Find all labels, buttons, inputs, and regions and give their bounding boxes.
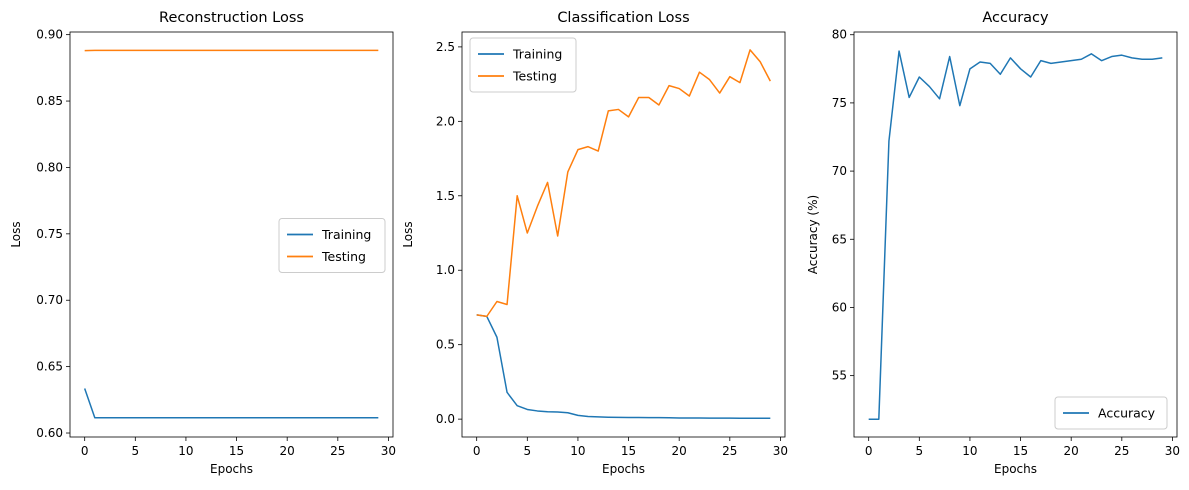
x-tick-label: 30 xyxy=(1165,444,1180,458)
legend: Accuracy xyxy=(1054,396,1168,430)
axes-frame xyxy=(853,31,1178,438)
x-tick-label: 15 xyxy=(229,444,244,458)
series-line-training xyxy=(476,314,771,419)
axes-frame xyxy=(461,31,786,438)
y-tick-label: 0.0 xyxy=(436,412,455,426)
series-line-testing xyxy=(476,49,771,318)
axes-frame xyxy=(69,31,394,438)
y-tick-label: 70 xyxy=(832,164,847,178)
x-tick-label: 10 xyxy=(178,444,193,458)
x-tick-label: 10 xyxy=(962,444,977,458)
chart-0: Reconstruction Loss 0 5 10 15 20 25 30 0.60 0.65 0… xyxy=(9,10,396,476)
x-tick-label: 10 xyxy=(570,444,585,458)
y-tick-label: 0.65 xyxy=(36,360,63,374)
y-tick-label: 80 xyxy=(832,28,847,42)
series-line-training xyxy=(83,388,379,419)
x-axis-label: Epochs xyxy=(994,462,1037,476)
y-axis-label: Accuracy (%) xyxy=(806,195,820,274)
y-tick-label: 60 xyxy=(832,300,847,314)
x-tick-label: 5 xyxy=(523,444,531,458)
x-tick-label: 20 xyxy=(1064,444,1079,458)
x-tick-label: 25 xyxy=(1114,444,1129,458)
chart-title: Classification Loss xyxy=(557,10,689,26)
legend-entry-testing: Testing xyxy=(512,69,557,84)
x-tick-label: 0 xyxy=(865,444,873,458)
x-tick-label: 0 xyxy=(473,444,481,458)
y-tick-label: 2.5 xyxy=(436,40,455,54)
x-tick-label: 25 xyxy=(330,444,345,458)
y-tick-label: 0.5 xyxy=(436,338,455,352)
y-tick-label: 0.70 xyxy=(36,293,63,307)
y-tick-label: 65 xyxy=(832,232,847,246)
y-tick-label: 0.75 xyxy=(36,227,63,241)
x-tick-label: 30 xyxy=(381,444,396,458)
y-axis-label: Loss xyxy=(9,221,23,247)
legend-entry-training: Training xyxy=(321,227,371,242)
x-tick-label: 15 xyxy=(1013,444,1028,458)
x-axis-label: Epochs xyxy=(602,462,645,476)
legend: Training Testing xyxy=(278,218,386,273)
y-tick-label: 55 xyxy=(832,369,847,383)
legend: Training Testing xyxy=(469,37,577,93)
legend-box xyxy=(1054,396,1168,430)
y-tick-label: 0.90 xyxy=(36,28,63,42)
y-tick-label: 0.80 xyxy=(36,160,63,174)
x-tick-label: 5 xyxy=(131,444,139,458)
y-tick-label: 1.0 xyxy=(436,263,455,277)
x-tick-label: 15 xyxy=(621,444,636,458)
y-tick-label: 2.0 xyxy=(436,114,455,128)
y-axis-label: Loss xyxy=(401,221,415,247)
series-line-accuracy xyxy=(868,50,1163,421)
legend-entry-testing: Testing xyxy=(321,249,366,264)
legend-box xyxy=(278,218,386,273)
y-tick-label: 1.5 xyxy=(436,189,455,203)
chart-title: Accuracy xyxy=(982,10,1049,26)
x-tick-label: 20 xyxy=(280,444,295,458)
y-tick-label: 0.60 xyxy=(36,426,63,440)
legend-box xyxy=(469,37,577,93)
x-axis-label: Epochs xyxy=(210,462,253,476)
x-tick-label: 20 xyxy=(672,444,687,458)
chart-title: Reconstruction Loss xyxy=(159,10,304,26)
y-tick-label: 0.85 xyxy=(36,94,63,108)
x-tick-label: 5 xyxy=(915,444,923,458)
legend-entry-training: Training xyxy=(512,47,562,62)
y-tick-label: 75 xyxy=(832,96,847,110)
chart-2: Accuracy 0 5 10 15 20 25 30 55 60 65 70 75 80 Epochs Ac… xyxy=(806,10,1180,476)
x-tick-label: 30 xyxy=(773,444,788,458)
x-tick-label: 0 xyxy=(81,444,89,458)
x-tick-label: 25 xyxy=(722,444,737,458)
chart-1: Classification Loss 0 5 10 15 20 25 30 0.0 0.5 1.0… xyxy=(401,10,788,476)
legend-entry-accuracy: Accuracy xyxy=(1098,406,1156,421)
